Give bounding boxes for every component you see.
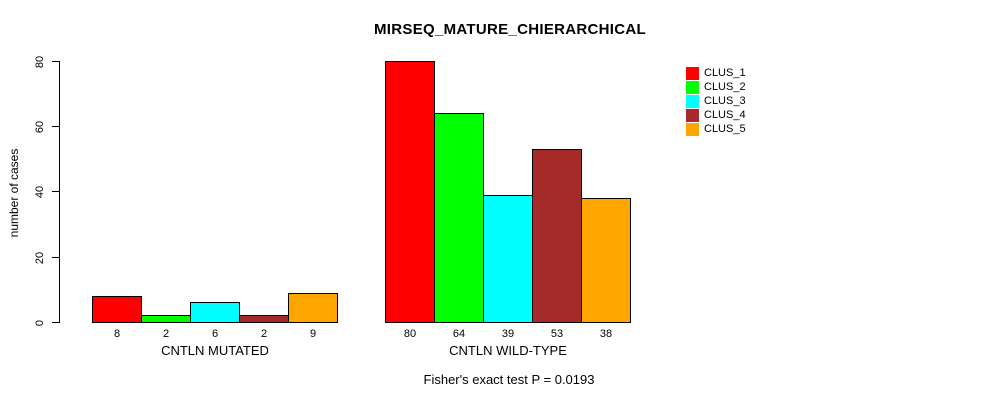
- bar-value-label: 80: [403, 328, 417, 340]
- chart-title: MIRSEQ_MATURE_CHIERARCHICAL: [374, 21, 646, 38]
- y-tick-mark: [52, 191, 59, 192]
- y-axis-line: [59, 61, 60, 323]
- legend-swatch-icon: [686, 66, 699, 80]
- x-axis-group-label: CNTLN MUTATED: [161, 343, 269, 358]
- bar-value-label: 38: [599, 328, 613, 340]
- legend-item-label: CLUS_5: [704, 123, 746, 135]
- bar-value-label: 39: [501, 328, 515, 340]
- legend-swatch-icon: [686, 94, 699, 108]
- legend-item-clus_5: CLUS_5: [686, 122, 746, 136]
- bar-value-label: 2: [260, 328, 268, 340]
- bar-value-label: 6: [211, 328, 219, 340]
- x-axis-group-label: CNTLN WILD-TYPE: [449, 343, 567, 358]
- bar-clus_1-wild-type: [385, 61, 435, 323]
- bar-clus_4-wild-type: [532, 149, 582, 323]
- bar-clus_5-mutated: [288, 293, 338, 323]
- bar-value-label: 64: [452, 328, 466, 340]
- legend: CLUS_1 CLUS_2 CLUS_3 CLUS_4 CLUS_5: [686, 66, 746, 136]
- y-tick-label: 60: [34, 120, 46, 133]
- legend-item-clus_2: CLUS_2: [686, 80, 746, 94]
- y-tick-mark: [52, 61, 59, 62]
- annotation-text: Fisher's exact test P = 0.0193: [423, 372, 595, 387]
- y-tick-label: 40: [34, 185, 46, 198]
- legend-item-label: CLUS_3: [704, 95, 746, 107]
- legend-item-label: CLUS_4: [704, 109, 746, 121]
- legend-swatch-icon: [686, 108, 699, 122]
- bar-clus_2-mutated: [141, 315, 191, 323]
- legend-item-clus_1: CLUS_1: [686, 66, 746, 80]
- bar-clus_3-wild-type: [483, 195, 533, 323]
- bar-value-label: 53: [550, 328, 564, 340]
- bar-clus_2-wild-type: [434, 113, 484, 323]
- bar-clus_5-wild-type: [581, 198, 631, 323]
- bar-clus_4-mutated: [239, 315, 289, 323]
- legend-item-clus_4: CLUS_4: [686, 108, 746, 122]
- y-tick-label: 80: [34, 55, 46, 68]
- legend-item-label: CLUS_2: [704, 81, 746, 93]
- bar-value-label: 2: [162, 328, 170, 340]
- legend-item-label: CLUS_1: [704, 67, 746, 79]
- legend-swatch-icon: [686, 122, 699, 136]
- y-tick-mark: [52, 257, 59, 258]
- legend-swatch-icon: [686, 80, 699, 94]
- legend-item-clus_3: CLUS_3: [686, 94, 746, 108]
- y-tick-label: 20: [34, 251, 46, 264]
- y-tick-label: 0: [34, 319, 46, 326]
- bar-clus_1-mutated: [92, 296, 142, 323]
- bar-value-label: 9: [309, 328, 317, 340]
- y-tick-mark: [52, 126, 59, 127]
- bar-clus_3-mutated: [190, 302, 240, 323]
- y-tick-mark: [52, 322, 59, 323]
- y-axis-label: number of cases: [7, 148, 21, 238]
- bar-value-label: 8: [113, 328, 121, 340]
